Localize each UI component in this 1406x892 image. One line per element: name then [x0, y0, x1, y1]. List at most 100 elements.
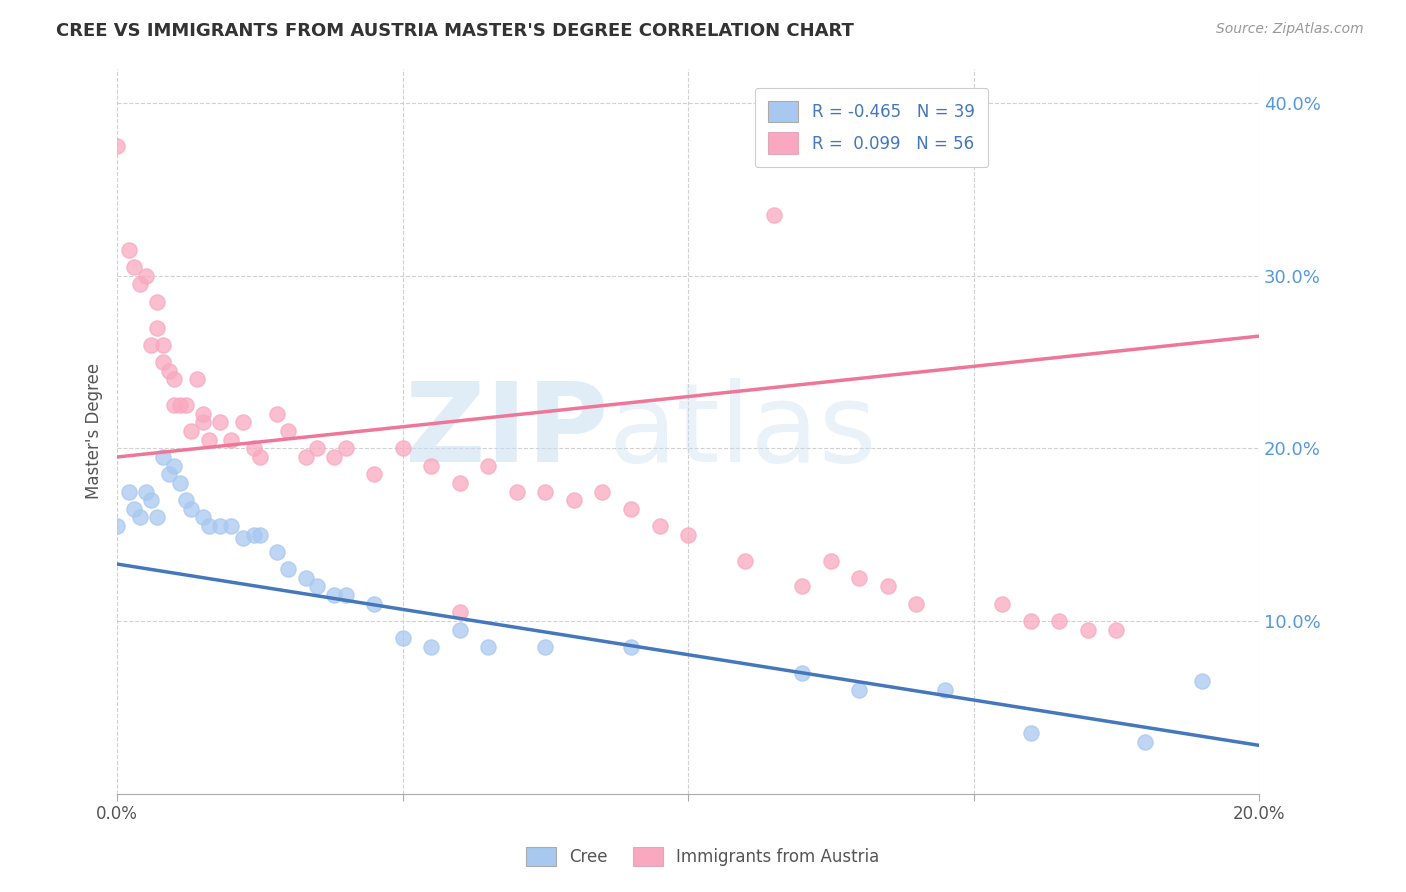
- Point: [180, 501, 202, 516]
- Point: [124, 501, 146, 516]
- Point: [277, 424, 299, 438]
- Point: [335, 442, 357, 456]
- Point: [620, 501, 643, 516]
- Point: [562, 493, 585, 508]
- Point: [169, 475, 191, 490]
- Point: [323, 588, 346, 602]
- Point: [294, 571, 316, 585]
- Point: [146, 510, 169, 524]
- Point: [420, 640, 443, 654]
- Point: [477, 458, 499, 473]
- Point: [129, 277, 152, 292]
- Point: [820, 553, 842, 567]
- Point: [105, 139, 128, 153]
- Point: [1191, 674, 1213, 689]
- Point: [323, 450, 346, 464]
- Point: [141, 493, 163, 508]
- Point: [294, 450, 316, 464]
- Text: Source: ZipAtlas.com: Source: ZipAtlas.com: [1216, 22, 1364, 37]
- Point: [305, 579, 328, 593]
- Point: [135, 484, 157, 499]
- Point: [135, 268, 157, 283]
- Point: [363, 597, 385, 611]
- Point: [620, 640, 643, 654]
- Point: [146, 320, 169, 334]
- Point: [249, 527, 271, 541]
- Point: [141, 338, 163, 352]
- Point: [676, 527, 699, 541]
- Point: [734, 553, 756, 567]
- Point: [1019, 614, 1042, 628]
- Point: [266, 545, 288, 559]
- Point: [648, 519, 671, 533]
- Point: [152, 450, 174, 464]
- Point: [243, 442, 266, 456]
- Point: [792, 579, 814, 593]
- Point: [208, 416, 231, 430]
- Point: [163, 372, 186, 386]
- Point: [1133, 735, 1156, 749]
- Point: [191, 510, 214, 524]
- Point: [266, 407, 288, 421]
- Point: [157, 364, 180, 378]
- Point: [792, 665, 814, 680]
- Point: [174, 493, 197, 508]
- Point: [449, 475, 471, 490]
- Point: [197, 519, 219, 533]
- Point: [848, 571, 870, 585]
- Point: [506, 484, 529, 499]
- Point: [449, 623, 471, 637]
- Point: [152, 338, 174, 352]
- Text: atlas: atlas: [609, 377, 877, 484]
- Point: [232, 531, 254, 545]
- Legend: Cree, Immigrants from Austria: Cree, Immigrants from Austria: [517, 838, 889, 875]
- Point: [249, 450, 271, 464]
- Point: [905, 597, 928, 611]
- Point: [534, 484, 557, 499]
- Point: [174, 398, 197, 412]
- Point: [391, 632, 413, 646]
- Point: [305, 442, 328, 456]
- Point: [208, 519, 231, 533]
- Legend: R = -0.465   N = 39, R =  0.099   N = 56: R = -0.465 N = 39, R = 0.099 N = 56: [755, 87, 988, 167]
- Point: [335, 588, 357, 602]
- Y-axis label: Master's Degree: Master's Degree: [86, 363, 103, 500]
- Point: [1077, 623, 1099, 637]
- Point: [277, 562, 299, 576]
- Point: [197, 433, 219, 447]
- Point: [762, 208, 785, 222]
- Point: [146, 294, 169, 309]
- Point: [221, 519, 243, 533]
- Point: [1019, 726, 1042, 740]
- Point: [243, 527, 266, 541]
- Point: [991, 597, 1014, 611]
- Point: [186, 372, 208, 386]
- Point: [1047, 614, 1070, 628]
- Point: [152, 355, 174, 369]
- Point: [449, 606, 471, 620]
- Point: [876, 579, 898, 593]
- Point: [1105, 623, 1128, 637]
- Point: [129, 510, 152, 524]
- Point: [105, 519, 128, 533]
- Point: [534, 640, 557, 654]
- Point: [420, 458, 443, 473]
- Point: [117, 484, 139, 499]
- Point: [477, 640, 499, 654]
- Point: [363, 467, 385, 482]
- Point: [180, 424, 202, 438]
- Point: [191, 407, 214, 421]
- Point: [391, 442, 413, 456]
- Point: [157, 467, 180, 482]
- Point: [169, 398, 191, 412]
- Point: [163, 458, 186, 473]
- Point: [934, 683, 956, 698]
- Point: [124, 260, 146, 274]
- Text: CREE VS IMMIGRANTS FROM AUSTRIA MASTER'S DEGREE CORRELATION CHART: CREE VS IMMIGRANTS FROM AUSTRIA MASTER'S…: [56, 22, 853, 40]
- Point: [191, 416, 214, 430]
- Point: [232, 416, 254, 430]
- Text: ZIP: ZIP: [405, 377, 609, 484]
- Point: [117, 243, 139, 257]
- Point: [163, 398, 186, 412]
- Point: [848, 683, 870, 698]
